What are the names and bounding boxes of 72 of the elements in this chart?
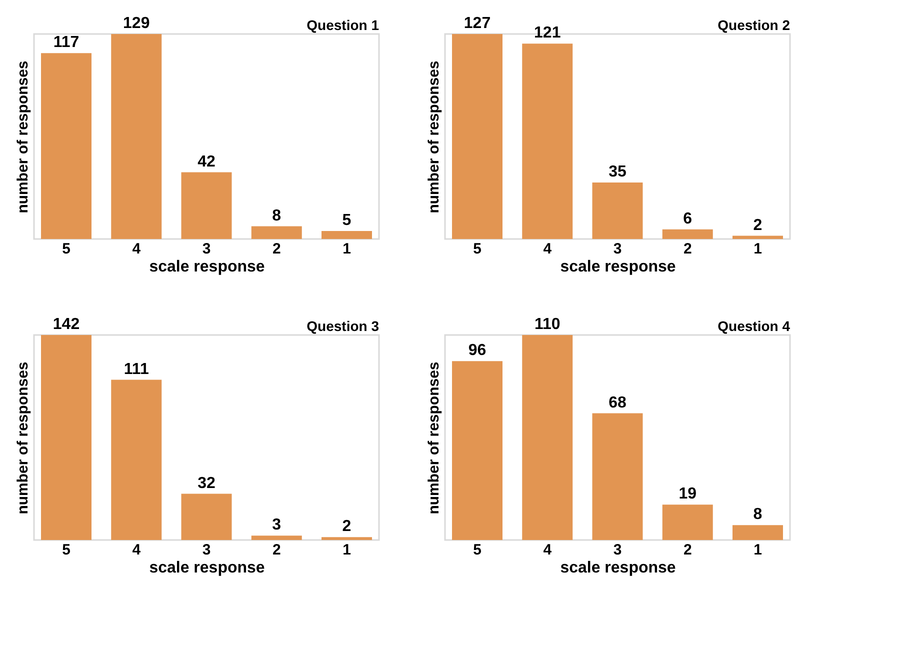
bar xyxy=(111,34,162,239)
x-tick-label: 5 xyxy=(62,240,70,258)
bar xyxy=(181,172,232,239)
x-tick-label: 1 xyxy=(754,240,762,258)
data-label: 42 xyxy=(198,153,216,170)
bar xyxy=(732,236,783,239)
bar xyxy=(322,537,372,540)
chart-title: Question 4 xyxy=(718,318,790,334)
chart-title: Question 2 xyxy=(718,17,790,33)
data-label: 2 xyxy=(753,216,762,234)
x-tick-label: 5 xyxy=(473,542,482,558)
x-tick-label: 4 xyxy=(132,542,142,558)
bar xyxy=(251,226,302,239)
data-label: 32 xyxy=(198,474,216,492)
data-label: 111 xyxy=(124,360,149,378)
bar xyxy=(662,229,713,239)
x-axis-title: scale response xyxy=(560,258,676,276)
data-label: 142 xyxy=(52,316,80,333)
x-tick-label: 2 xyxy=(683,240,692,258)
data-label: 8 xyxy=(753,506,762,524)
x-tick-label: 5 xyxy=(62,542,70,558)
data-label: 19 xyxy=(678,486,697,503)
data-label: 35 xyxy=(608,164,626,181)
data-label: 110 xyxy=(534,316,560,333)
x-axis-title: scale response xyxy=(149,258,265,276)
bar xyxy=(452,34,502,239)
data-label: 3 xyxy=(272,516,282,534)
bar xyxy=(732,525,783,540)
y-axis-title: number of responses xyxy=(426,362,442,514)
data-label: 96 xyxy=(468,342,486,360)
x-axis-title: scale response xyxy=(149,560,265,576)
bar xyxy=(522,44,573,239)
bar xyxy=(452,361,502,540)
data-label: 121 xyxy=(534,24,561,42)
y-axis-title: number of responses xyxy=(426,60,442,214)
data-label: 68 xyxy=(608,394,626,412)
data-label: 8 xyxy=(272,207,282,224)
x-axis-title: scale response xyxy=(560,560,676,576)
y-axis-title: number of responses xyxy=(14,362,32,514)
bar xyxy=(41,335,92,540)
x-tick-label: 2 xyxy=(272,542,281,558)
bar xyxy=(662,504,713,540)
x-tick-label: 1 xyxy=(342,542,351,558)
y-axis-title: number of responses xyxy=(14,60,32,214)
data-label: 5 xyxy=(342,212,352,230)
data-label: 117 xyxy=(53,34,80,52)
x-tick-label: 4 xyxy=(543,542,552,558)
x-tick-label: 4 xyxy=(543,240,552,258)
x-tick-label: 3 xyxy=(613,542,622,558)
x-tick-label: 3 xyxy=(613,240,622,258)
x-tick-label: 1 xyxy=(342,240,351,258)
bar xyxy=(41,53,92,239)
data-label: 6 xyxy=(683,210,692,228)
x-tick-label: 1 xyxy=(754,542,762,558)
bar xyxy=(592,182,643,239)
chart-title: Question 3 xyxy=(306,318,380,334)
bar xyxy=(592,413,643,540)
data-label: 129 xyxy=(123,15,150,32)
bar xyxy=(522,335,573,540)
x-tick-label: 2 xyxy=(272,240,281,258)
chart-title: Question 1 xyxy=(306,17,380,33)
x-tick-label: 4 xyxy=(132,240,142,258)
bar xyxy=(251,536,302,540)
x-tick-label: 2 xyxy=(683,542,692,558)
x-tick-label: 3 xyxy=(202,240,211,258)
bar xyxy=(111,380,162,540)
x-tick-label: 3 xyxy=(202,542,211,558)
bar xyxy=(322,231,372,239)
data-label: 127 xyxy=(464,15,491,32)
bar xyxy=(181,494,232,540)
x-tick-label: 5 xyxy=(473,240,482,258)
data-label: 2 xyxy=(342,518,352,536)
